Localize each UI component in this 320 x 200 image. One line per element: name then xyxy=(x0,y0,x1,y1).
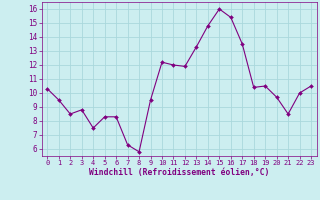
X-axis label: Windchill (Refroidissement éolien,°C): Windchill (Refroidissement éolien,°C) xyxy=(89,168,269,177)
